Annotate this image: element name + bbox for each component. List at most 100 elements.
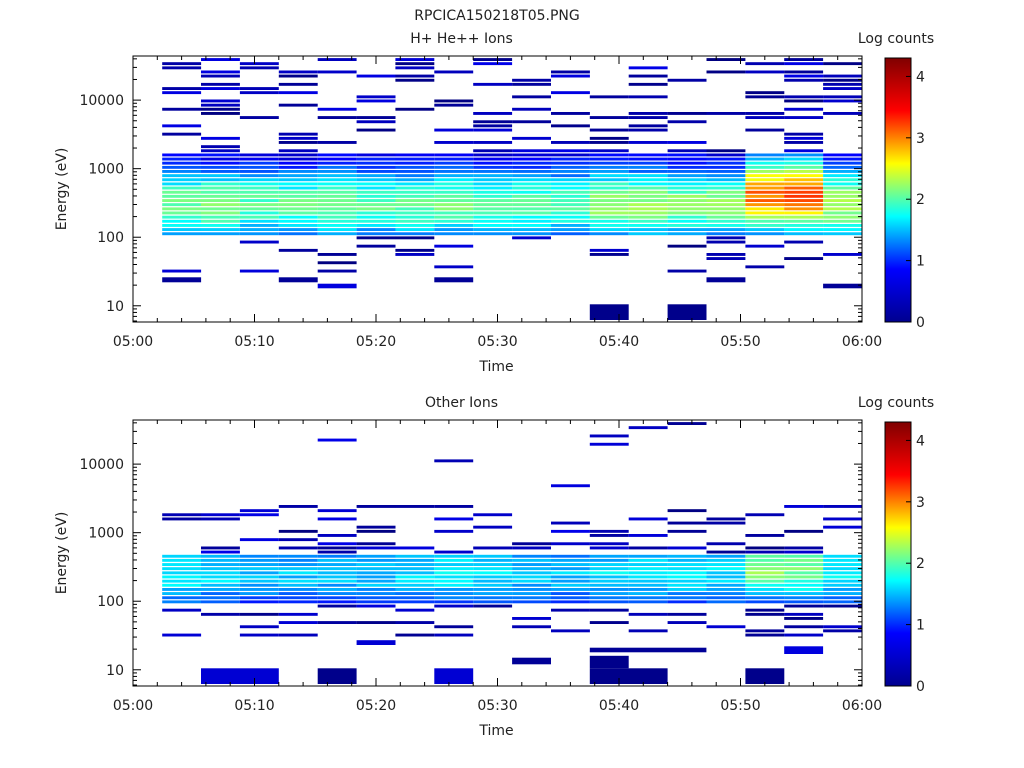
heatmap-cell — [162, 153, 202, 157]
heatmap-cell — [317, 215, 357, 219]
heatmap-cell — [278, 558, 318, 562]
heatmap-cell — [356, 542, 396, 546]
heatmap-cell — [317, 190, 357, 194]
heatmap-cell — [356, 161, 396, 165]
heatmap-cell — [512, 178, 551, 182]
heatmap-cell — [201, 554, 240, 558]
heatmap-cell — [706, 253, 746, 256]
heatmap-cell — [395, 546, 435, 550]
heatmap-cell — [823, 629, 862, 633]
heatmap-cell — [512, 182, 551, 186]
heatmap-cells — [162, 422, 862, 684]
heatmap-cell — [278, 149, 318, 153]
heatmap-cell — [162, 194, 202, 198]
heatmap-cell — [162, 107, 202, 111]
heatmap-cell — [356, 211, 396, 215]
heatmap-cell — [512, 165, 551, 169]
heatmap-cell — [589, 232, 629, 236]
heatmap-cell — [706, 199, 746, 202]
heatmap-cell — [473, 128, 513, 132]
heatmap-cell — [162, 203, 202, 207]
heatmap-cell — [551, 224, 590, 227]
heatmap-cell — [473, 558, 513, 562]
heatmap-cell — [706, 563, 746, 566]
heatmap-cell — [667, 78, 707, 82]
heatmap-cell — [589, 199, 629, 202]
heatmap-cell — [745, 592, 785, 595]
heatmap-cell — [823, 99, 862, 103]
heatmap-cell — [667, 558, 707, 562]
heatmap-cell — [745, 224, 785, 227]
heatmap-cell — [356, 219, 396, 223]
heatmap-cell — [706, 153, 746, 157]
heatmap-cell — [201, 74, 240, 78]
heatmap-cell — [628, 534, 668, 537]
heatmap-cell — [706, 178, 746, 182]
heatmap-cell — [628, 199, 668, 202]
heatmap-cell — [278, 211, 318, 215]
heatmap-cell — [201, 194, 240, 198]
heatmap-cell — [356, 215, 396, 219]
heatmap-cell — [667, 194, 707, 198]
heatmap-cell — [589, 304, 629, 320]
heatmap-cell — [162, 211, 202, 215]
heatmap-cell — [356, 600, 396, 604]
heatmap-cell — [239, 153, 279, 157]
heatmap-cell — [784, 182, 824, 186]
heatmap-cell — [317, 157, 357, 161]
heatmap-cell — [551, 567, 590, 571]
heatmap-cell — [745, 203, 785, 207]
heatmap-cell — [317, 546, 357, 550]
heatmap-cell — [745, 588, 785, 591]
heatmap-cell — [434, 600, 474, 604]
heatmap-cell — [162, 579, 202, 583]
heatmap-cell — [667, 509, 707, 513]
heatmap-cell — [201, 567, 240, 571]
heatmap-cell — [162, 161, 202, 165]
heatmap-cell — [512, 207, 551, 211]
heatmap-cell — [395, 224, 435, 227]
heatmap-cell — [551, 219, 590, 223]
heatmap-cell — [784, 224, 824, 227]
heatmap-cell — [239, 190, 279, 194]
heatmap-cell — [628, 66, 668, 70]
heatmap-cell — [162, 563, 202, 566]
heatmap-cell — [239, 116, 279, 119]
heatmap-cell — [239, 170, 279, 173]
heatmap-cell — [667, 224, 707, 227]
heatmap-cell — [512, 592, 551, 595]
panel-title: Other Ions — [425, 395, 498, 411]
heatmap-cell — [551, 215, 590, 219]
heatmap-cell — [706, 207, 746, 211]
heatmap-cell — [317, 571, 357, 575]
heatmap-cell — [628, 74, 668, 78]
heatmap-cell — [356, 99, 396, 103]
heatmap-cell — [473, 194, 513, 198]
heatmap-cell — [473, 554, 513, 558]
heatmap-cell — [628, 588, 668, 591]
heatmap-cell — [512, 157, 551, 161]
heatmap-cell — [512, 149, 551, 153]
colorbar-tick-label: 2 — [916, 556, 925, 572]
heatmap-cell — [512, 219, 551, 223]
heatmap-cell — [434, 215, 474, 219]
heatmap-cell — [551, 608, 590, 612]
heatmap-cell — [434, 70, 474, 74]
heatmap-cell — [667, 232, 707, 236]
heatmap-cell — [473, 207, 513, 211]
heatmap-cell — [745, 546, 785, 550]
heatmap-cell — [278, 199, 318, 202]
heatmap-cell — [589, 136, 629, 140]
heatmap-cell — [356, 505, 396, 508]
heatmap-cell — [395, 157, 435, 161]
heatmap-cell — [201, 157, 240, 161]
heatmap-cell — [551, 207, 590, 211]
heatmap-cell — [239, 633, 279, 637]
heatmap-cell — [784, 228, 824, 231]
heatmap-cell — [434, 625, 474, 629]
y-tick-label: 10 — [106, 299, 124, 315]
heatmap-cell — [317, 554, 357, 558]
heatmap-cell — [317, 509, 357, 513]
heatmap-cell — [784, 74, 824, 78]
heatmap-cell — [473, 153, 513, 157]
